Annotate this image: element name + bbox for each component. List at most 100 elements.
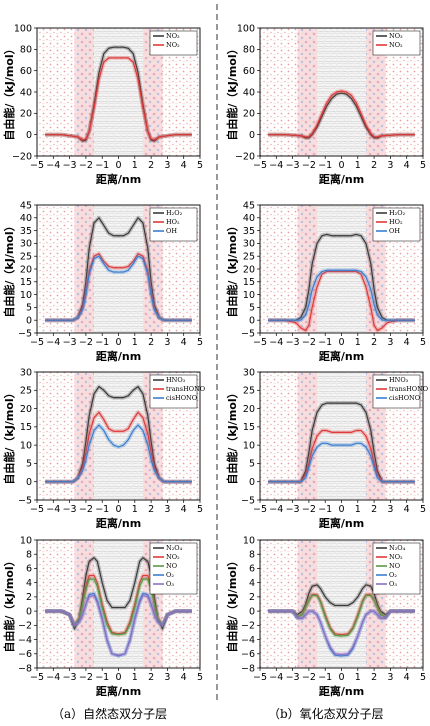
y-tick-label: 2 [249, 592, 255, 603]
series-line-a4-4 [45, 594, 192, 656]
y-axis-label: 自由能/（kJ/mol） [225, 220, 239, 317]
x-tick-label: 3 [164, 672, 170, 683]
y-tick-label: −2 [241, 621, 255, 632]
legend-label: NO₃ [389, 32, 403, 40]
y-tick-label: 45 [243, 200, 255, 211]
x-axis-label: 距离/nm [319, 516, 364, 530]
y-tick-label: 15 [20, 422, 32, 433]
chart-panel-b2: −5 −4 −3 −2 −1 0 1 2 3 4 5−5051015202530354045距离/n… [225, 200, 426, 363]
series-line-a2-2 [45, 255, 192, 321]
y-tick-label: 2 [26, 592, 32, 603]
y-tick-label: 40 [243, 87, 255, 98]
y-tick-label: −5 [18, 495, 32, 506]
x-tick-label: 5 [197, 672, 203, 683]
x-tick-label: −2 [302, 672, 316, 683]
y-tick-label: 0 [26, 130, 32, 141]
x-tick-label: −4 [269, 160, 283, 171]
y-tick-label: 15 [243, 277, 255, 288]
x-tick-label: −4 [269, 337, 283, 348]
y-tick-label: 20 [20, 109, 32, 120]
y-tick-label: 4 [26, 578, 32, 589]
y-tick-label: 30 [243, 239, 255, 250]
x-tick-label: −1 [318, 672, 332, 683]
x-tick-label: −3 [63, 160, 77, 171]
series-line-b2-2 [268, 269, 415, 321]
y-tick-label: 35 [243, 226, 255, 237]
legend-box [372, 542, 421, 595]
series-line-b3-2 [268, 442, 415, 483]
x-axis-label: 距离/nm [319, 172, 364, 186]
x-tick-label: 5 [420, 504, 426, 515]
series-line-b4-2 [268, 594, 415, 637]
y-axis-label: 自由能/（kJ/mol） [2, 220, 16, 317]
y-tick-label: 100 [14, 23, 32, 34]
y-tick-label: 40 [20, 87, 32, 98]
y-tick-label: 0 [249, 477, 255, 488]
x-tick-label: −5 [253, 160, 267, 171]
y-tick-label: 25 [20, 386, 32, 397]
y-tick-label: 20 [20, 264, 32, 275]
y-tick-label: −8 [18, 663, 32, 674]
lipid-tail-band [317, 372, 366, 500]
lipid-tail-band [94, 205, 143, 333]
y-tick-label: 10 [20, 535, 32, 546]
legend-label: NO₂ [389, 41, 403, 49]
x-tick-label: −4 [46, 160, 60, 171]
legend-box [372, 30, 421, 56]
y-tick-label: 10 [243, 440, 255, 451]
y-tick-label: 15 [243, 422, 255, 433]
x-tick-label: −2 [79, 504, 93, 515]
series-line-b1-1 [268, 90, 415, 138]
headgroup-band-right [142, 28, 163, 156]
x-tick-label: 3 [387, 160, 393, 171]
y-tick-label: −20 [12, 151, 32, 162]
legend-label: N₂O₄ [166, 544, 183, 552]
series-line-b2-0 [268, 233, 415, 321]
headgroup-band-left [297, 372, 318, 500]
legend-label: NO₂ [389, 553, 403, 561]
y-tick-label: −6 [241, 649, 255, 660]
lipid-tail-band [317, 28, 366, 156]
x-tick-label: −1 [318, 337, 332, 348]
x-tick-label: 2 [371, 672, 377, 683]
headgroup-band-left [297, 28, 318, 156]
chart-panel-b3: −5 −4 −3 −2 −1 0 1 2 3 4 5−5051015202530距离/nm自由能/（… [225, 367, 428, 530]
y-tick-label: 8 [26, 550, 32, 561]
legend-label: HNO₃ [389, 376, 409, 384]
y-axis-label: 自由能/（kJ/mol） [2, 555, 16, 652]
legend-label: H₂O₂ [389, 209, 406, 217]
x-tick-label: 5 [420, 337, 426, 348]
x-tick-label: 4 [404, 337, 410, 348]
legend-label: HO₂ [389, 218, 403, 226]
x-tick-label: −4 [46, 504, 60, 515]
headgroup-band-left [297, 205, 318, 333]
y-tick-label: 40 [243, 213, 255, 224]
legend-label: N₂O₄ [389, 544, 406, 552]
x-tick-label: 0 [338, 504, 344, 515]
lipid-tail-band [317, 205, 366, 333]
x-tick-label: 5 [197, 160, 203, 171]
x-tick-label: 0 [338, 337, 344, 348]
y-tick-label: 10 [243, 290, 255, 301]
x-tick-label: 3 [164, 160, 170, 171]
x-tick-label: −3 [63, 504, 77, 515]
legend-label: NO₃ [166, 32, 180, 40]
chart-panel-a1: −5 −4 −3 −2 −1 0 1 2 3 4 5−20020406080100距离/nm自由能/… [2, 23, 203, 186]
legend-label: OH [166, 227, 177, 235]
y-tick-label: 30 [20, 239, 32, 250]
y-tick-label: 5 [26, 459, 32, 470]
x-tick-label: −4 [269, 672, 283, 683]
y-tick-label: 10 [243, 535, 255, 546]
y-tick-label: 25 [243, 252, 255, 263]
x-tick-label: −5 [30, 160, 44, 171]
x-tick-label: 1 [355, 337, 361, 348]
lipid-tail-band [94, 28, 143, 156]
x-tick-label: 4 [404, 504, 410, 515]
legend-label: O₃ [166, 580, 174, 588]
x-tick-label: 2 [148, 337, 154, 348]
